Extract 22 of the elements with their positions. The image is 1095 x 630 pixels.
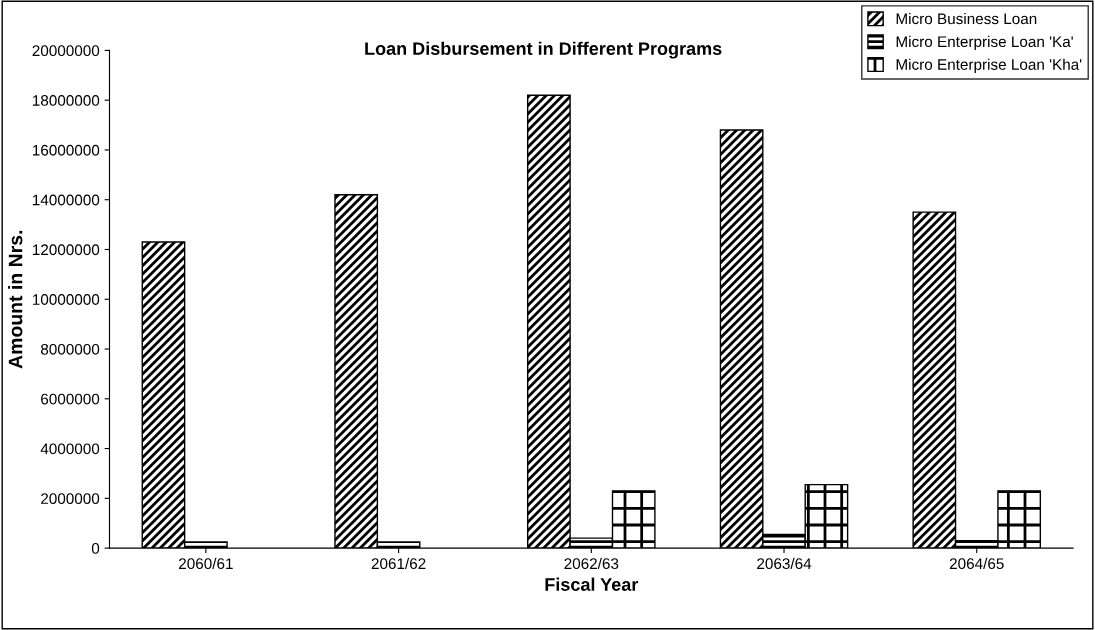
y-tick-label: 12000000 (32, 244, 100, 256)
y-tick-label: 18000000 (32, 95, 100, 106)
legend-label: Micro Enterprise Loan 'Kha' (896, 58, 1082, 73)
y-tick-label: 20000000 (32, 45, 100, 57)
y-tick-label: 6000000 (41, 393, 100, 405)
chart-title: Loan Disbursement in Different Programs (365, 41, 722, 59)
y-tick-label: 2000000 (41, 493, 100, 505)
x-tick-label: 2060/61 (179, 557, 233, 570)
x-tick-label: 2064/65 (949, 557, 1004, 570)
legend-label: Micro Business Loan (896, 12, 1037, 25)
x-tick-label: 2062/63 (564, 557, 619, 570)
y-axis-title: Amount in Nrs. (8, 230, 23, 369)
y-tick-label: 10000000 (32, 294, 100, 305)
legend-label: Micro Enterprise Loan 'Ka' (896, 35, 1073, 51)
x-tick-label: 2063/64 (757, 557, 812, 570)
y-tick-label: 0 (91, 542, 100, 554)
y-tick-label: 8000000 (40, 343, 100, 355)
x-axis-title: Fiscal Year (545, 577, 639, 591)
y-tick-label: 4000000 (40, 443, 100, 455)
x-tick-label: 2061/62 (371, 557, 426, 570)
y-tick-label: 14000000 (32, 194, 100, 206)
y-tick-label: 16000000 (32, 144, 100, 156)
